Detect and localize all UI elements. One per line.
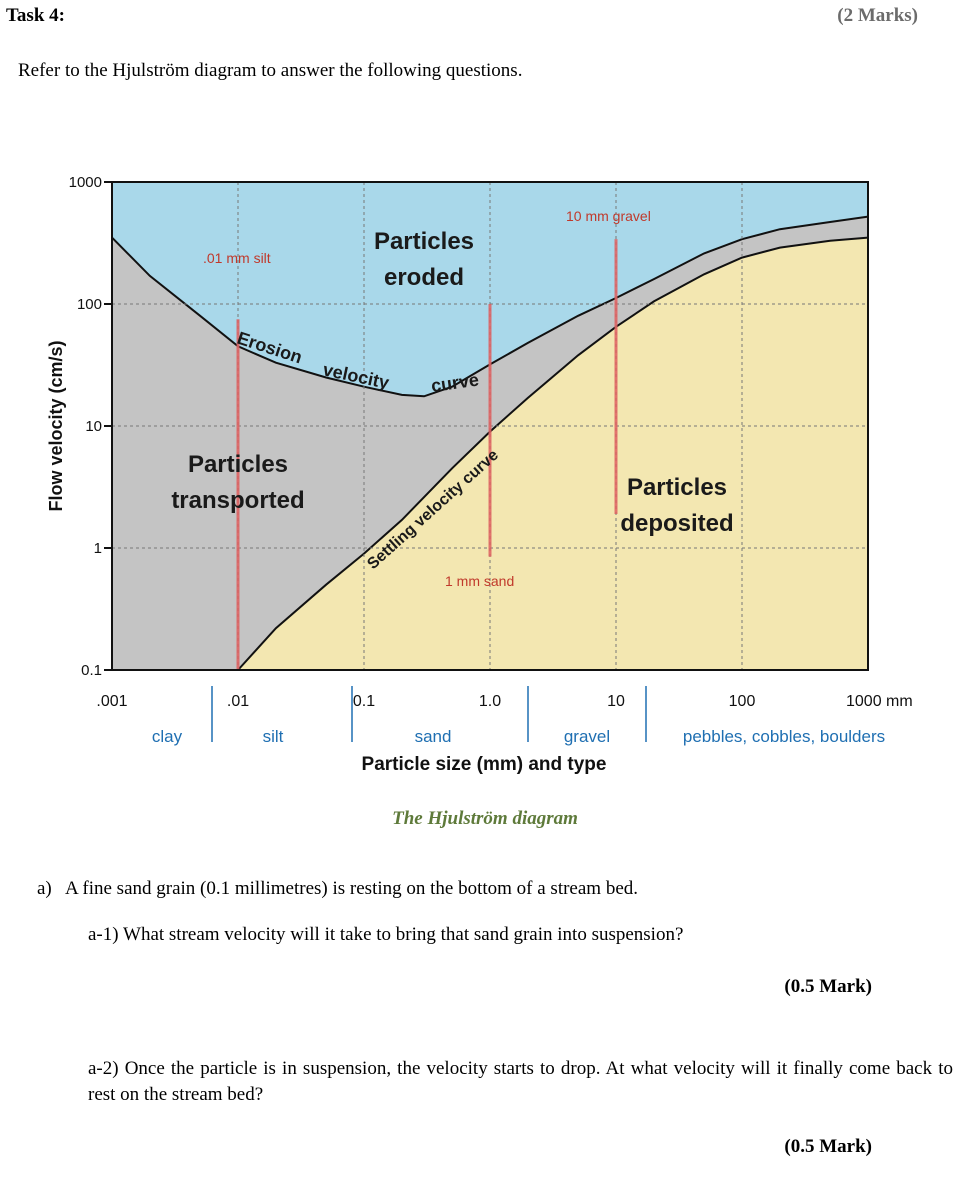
question-a1-label: a-1) [88,924,119,945]
figure-caption: The Hjulström diagram [392,808,578,829]
particle-type-0: clay [152,727,183,746]
x-axis-title: Particle size (mm) and type [362,754,607,775]
marker-label-0: .01 mm silt [203,250,271,266]
question-a1-text: What stream velocity will it take to bri… [123,924,684,945]
region-label-transported-1: Particles [188,451,288,478]
question-a2-text: Once the particle is in suspension, the … [88,1058,954,1105]
hjulstrom-diagram: .01 mm silt 1 mm sand 10 mm gravel 1000 100 1… [46,174,913,775]
y-tick-label-4: 0.1 [81,662,102,679]
particle-type-3: gravel [564,727,610,746]
marker-label-2: 10 mm gravel [566,208,651,224]
settling-velocity-curve [237,236,869,671]
y-tick-label-2: 10 [85,418,102,435]
x-tick-label-2: 0.1 [353,693,375,710]
deposited-region [238,237,868,670]
x-tick-label-1: .01 [227,693,249,710]
question-a1-marks: (0.5 Mark) [784,976,872,997]
x-tick-label-3: 1.0 [479,693,501,710]
region-label-eroded-2: eroded [384,264,464,291]
x-tick-label-6: 1000 mm [846,693,913,710]
task-title: Task 4: [6,5,65,26]
erosion-velocity-curve [111,215,869,398]
question-a-label: a) [37,878,52,899]
question-a-text: A fine sand grain (0.1 millimetres) is r… [64,878,639,899]
marker-label-1: 1 mm sand [445,573,514,589]
y-tick-label-0: 1000 [69,174,102,191]
y-tick-label-3: 1 [94,540,102,557]
particle-type-4: pebbles, cobbles, boulders [683,727,885,746]
question-a2-label: a-2) [88,1058,119,1079]
y-tick-label-1: 100 [77,296,102,313]
question-a: a) A fine sand grain (0.1 millimetres) i… [37,878,638,900]
particle-type-2: sand [415,727,452,746]
x-tick-label-5: 100 [729,693,756,710]
question-a2: a-2) Once the particle is in suspension,… [88,1056,953,1108]
region-label-deposited-2: deposited [620,510,733,537]
instruction-text: Refer to the Hjulström diagram to answer… [18,60,523,81]
x-tick-label-0: .001 [96,693,127,710]
x-tick-label-4: 10 [607,693,625,710]
y-axis-title: Flow velocity (cm/s) [46,340,66,511]
particle-type-1: silt [263,727,284,746]
region-label-eroded-1: Particles [374,228,474,255]
question-a2-marks: (0.5 Mark) [784,1136,872,1157]
region-label-transported-2: transported [171,487,304,514]
region-label-deposited-1: Particles [627,474,727,501]
question-a1: a-1) What stream velocity will it take t… [88,924,683,946]
task-marks: (2 Marks) [837,5,918,26]
